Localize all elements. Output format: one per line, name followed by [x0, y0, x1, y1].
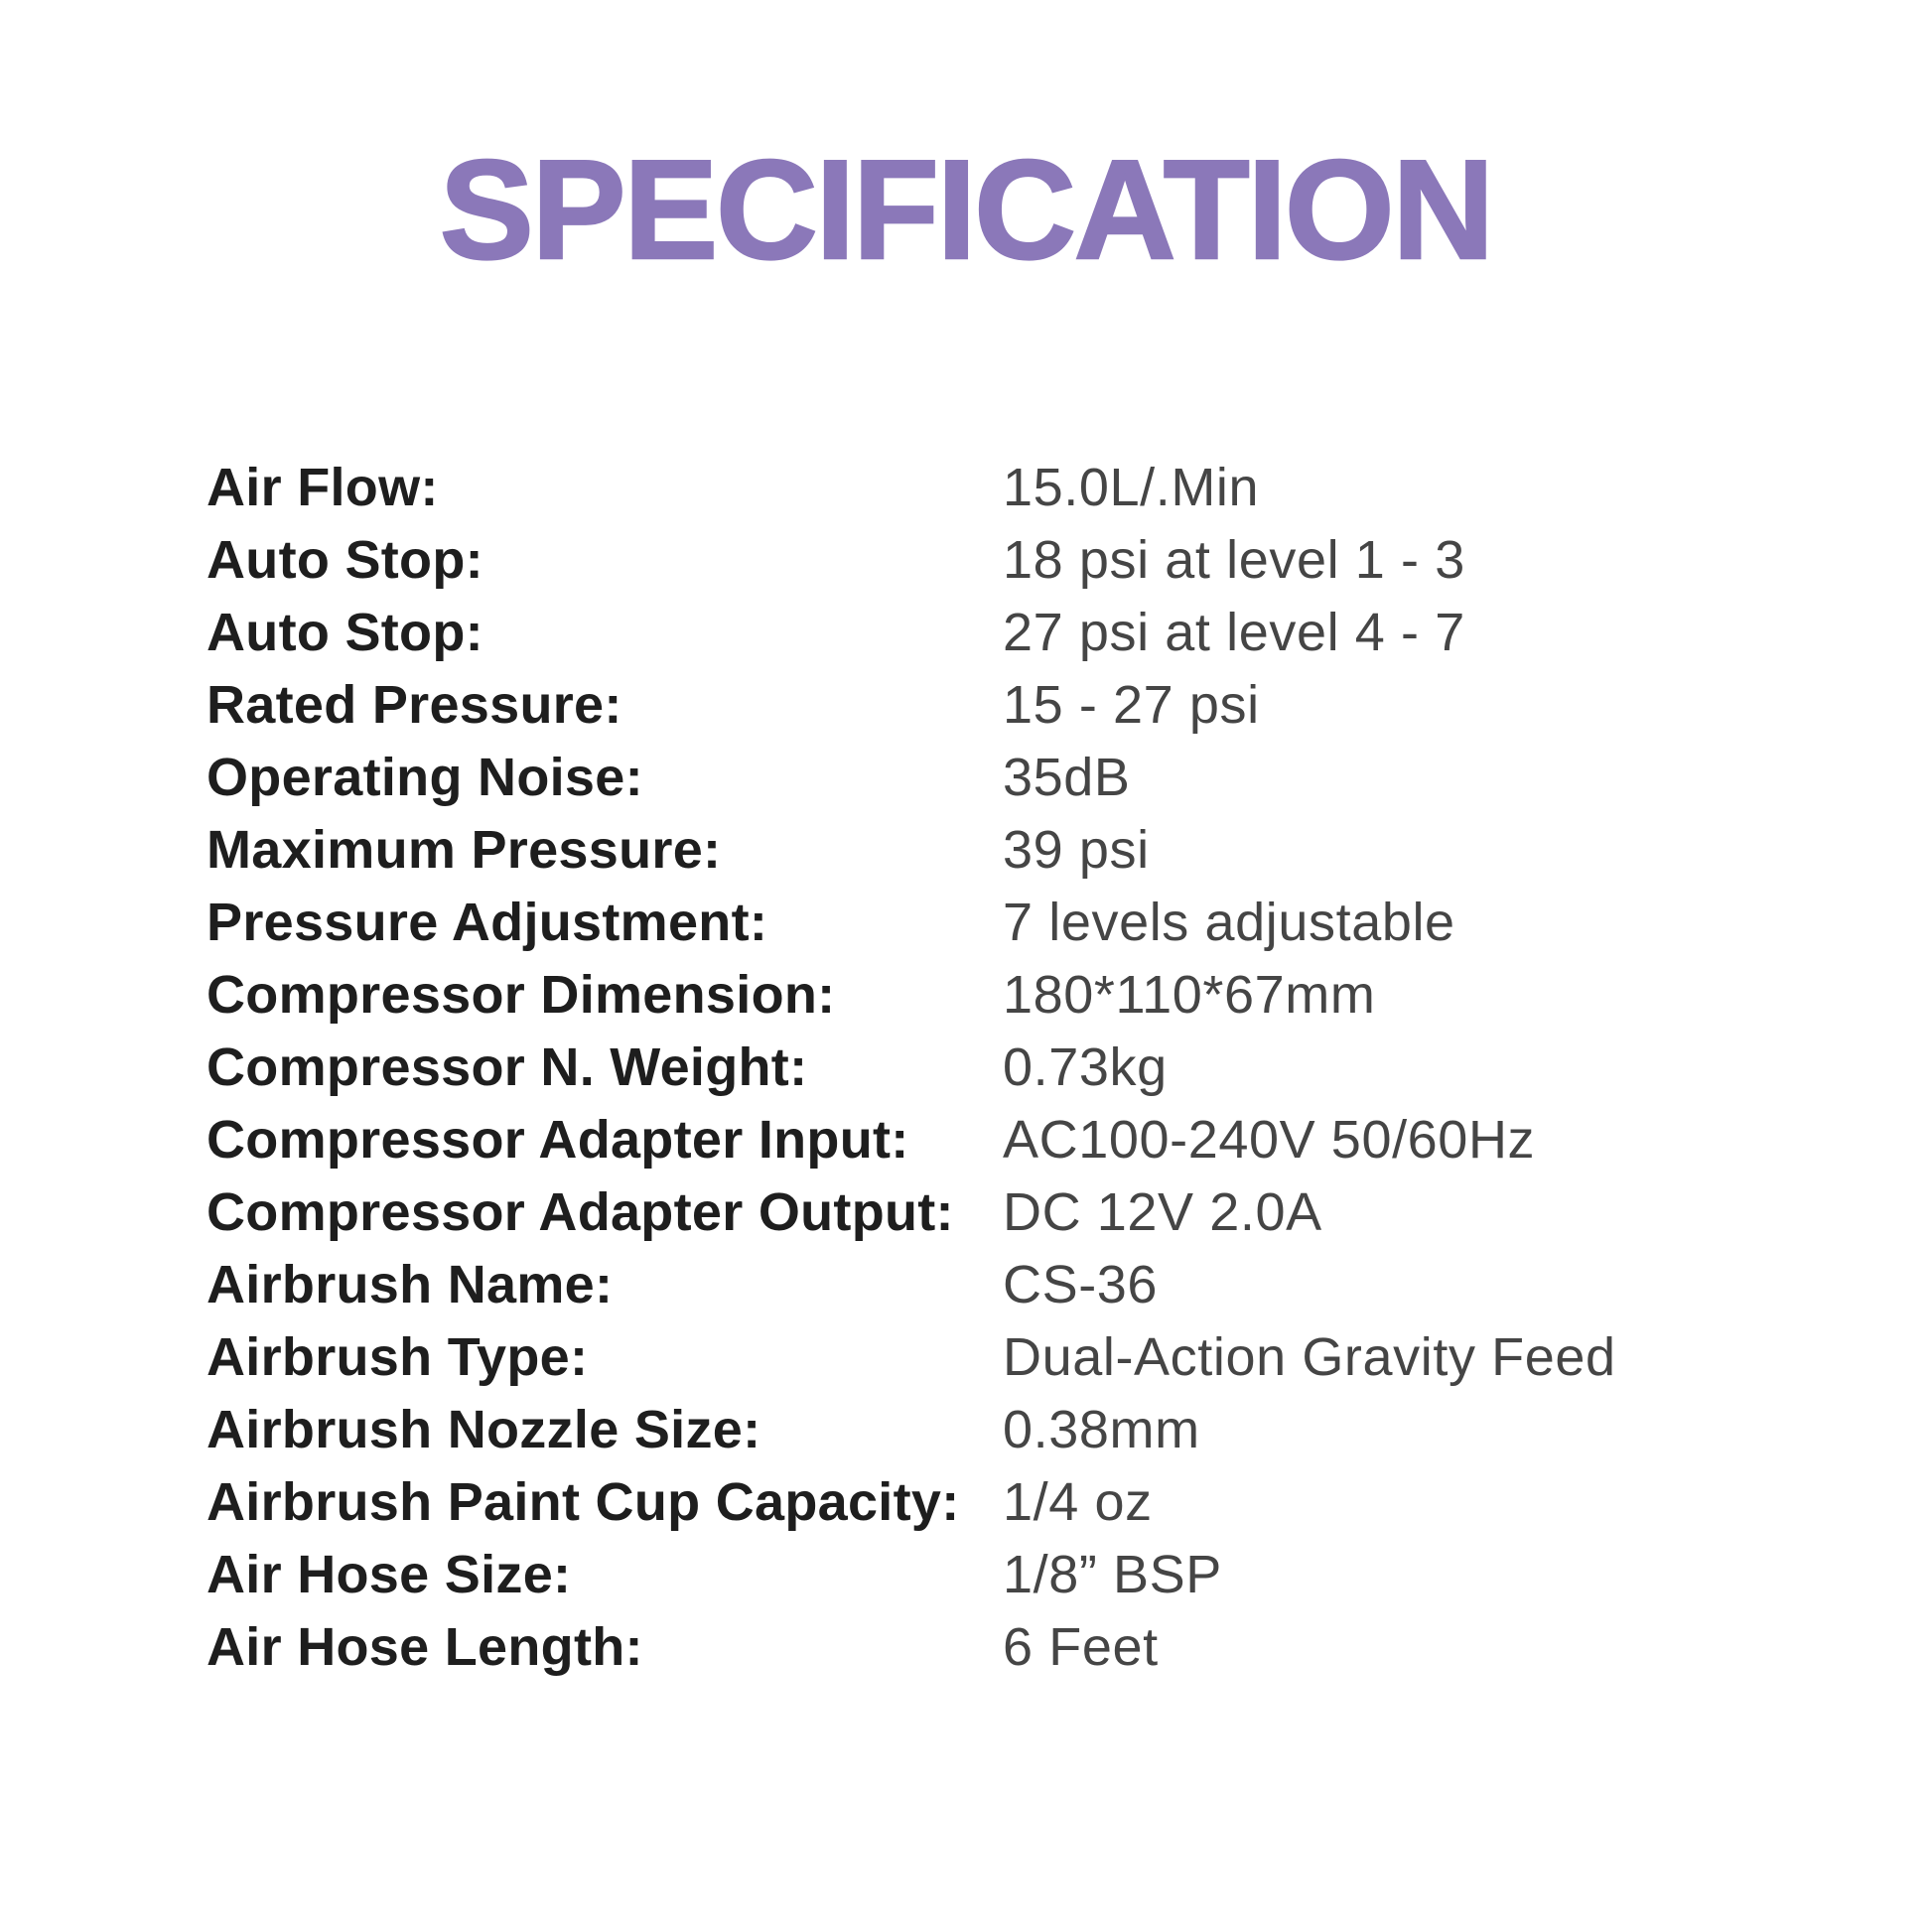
spec-value: 7 levels adjustable: [1003, 893, 1455, 952]
spec-row: Compressor N. Weight: 0.73kg: [207, 1032, 1795, 1104]
spec-row: Auto Stop: 27 psi at level 4 - 7: [207, 597, 1795, 669]
spec-value: Dual-Action Gravity Feed: [1003, 1327, 1616, 1387]
spec-label: Compressor N. Weight:: [207, 1037, 808, 1097]
spec-value: 0.38mm: [1003, 1400, 1200, 1459]
spec-value: 6 Feet: [1003, 1617, 1159, 1677]
spec-value: 18 psi at level 1 - 3: [1003, 530, 1465, 590]
spec-value: 27 psi at level 4 - 7: [1003, 603, 1465, 662]
spec-label: Air Hose Size:: [207, 1545, 572, 1604]
spec-row: Airbrush Type: Dual-Action Gravity Feed: [207, 1321, 1795, 1394]
spec-row: Maximum Pressure: 39 psi: [207, 814, 1795, 887]
spec-row: Compressor Adapter Input: AC100-240V 50/6…: [207, 1104, 1795, 1176]
spec-value: 15.0L/.Min: [1003, 458, 1260, 517]
spec-label: Airbrush Paint Cup Capacity:: [207, 1472, 960, 1532]
spec-label: Airbrush Nozzle Size:: [207, 1400, 761, 1459]
spec-value: 180*110*67mm: [1003, 965, 1376, 1025]
spec-row: Pressure Adjustment: 7 levels adjustable: [207, 887, 1795, 959]
spec-row: Air Hose Size: 1/8” BSP: [207, 1539, 1795, 1611]
spec-label: Air Flow:: [207, 458, 439, 517]
spec-row: Air Hose Length: 6 Feet: [207, 1611, 1795, 1684]
spec-value: CS-36: [1003, 1255, 1159, 1314]
spec-value: 15 - 27 psi: [1003, 675, 1260, 735]
spec-row: Compressor Dimension: 180*110*67mm: [207, 959, 1795, 1032]
page-title: SPECIFICATION: [439, 131, 1496, 289]
spec-row: Rated Pressure: 15 - 27 psi: [207, 669, 1795, 742]
spec-label: Air Hose Length:: [207, 1617, 643, 1677]
spec-label: Compressor Adapter Input:: [207, 1110, 909, 1170]
spec-value: DC 12V 2.0A: [1003, 1182, 1322, 1242]
spec-label: Airbrush Name:: [207, 1255, 614, 1314]
spec-label: Pressure Adjustment:: [207, 893, 768, 952]
spec-value: 39 psi: [1003, 820, 1150, 880]
spec-row: Auto Stop: 18 psi at level 1 - 3: [207, 524, 1795, 597]
spec-value: AC100-240V 50/60Hz: [1003, 1110, 1536, 1170]
spec-row: Airbrush Paint Cup Capacity: 1/4 oz: [207, 1466, 1795, 1539]
spec-row: Air Flow: 15.0L/.Min: [207, 452, 1795, 524]
spec-list: Air Flow: 15.0L/.Min Auto Stop: 18 psi at l…: [207, 452, 1795, 1684]
spec-label: Operating Noise:: [207, 748, 643, 807]
spec-label: Auto Stop:: [207, 530, 483, 590]
spec-value: 35dB: [1003, 748, 1131, 807]
spec-row: Operating Noise: 35dB: [207, 742, 1795, 814]
spec-label: Auto Stop:: [207, 603, 483, 662]
spec-label: Compressor Adapter Output:: [207, 1182, 954, 1242]
spec-label: Rated Pressure:: [207, 675, 622, 735]
spec-row: Compressor Adapter Output: DC 12V 2.0A: [207, 1176, 1795, 1249]
spec-label: Compressor Dimension:: [207, 965, 836, 1025]
spec-row: Airbrush Name: CS-36: [207, 1249, 1795, 1321]
spec-value: 0.73kg: [1003, 1037, 1168, 1097]
spec-row: Airbrush Nozzle Size: 0.38mm: [207, 1394, 1795, 1466]
spec-value: 1/4 oz: [1003, 1472, 1153, 1532]
spec-label: Maximum Pressure:: [207, 820, 722, 880]
spec-label: Airbrush Type:: [207, 1327, 589, 1387]
spec-value: 1/8” BSP: [1003, 1545, 1222, 1604]
